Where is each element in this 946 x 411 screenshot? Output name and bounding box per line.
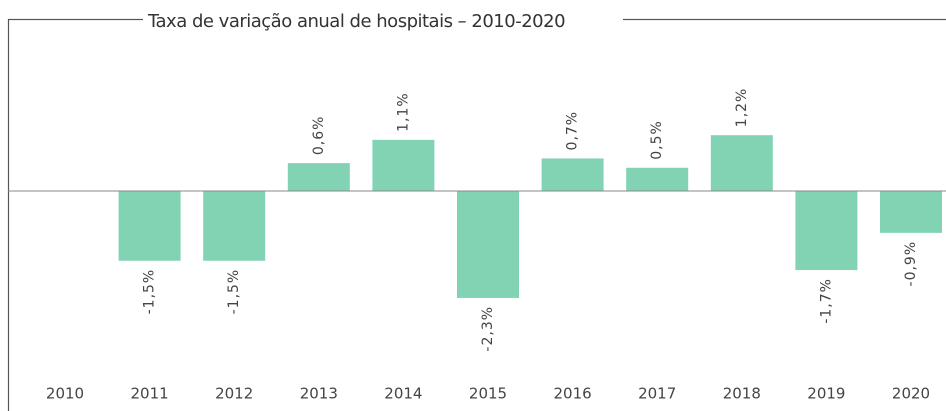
value-label: 1,1% <box>395 92 411 132</box>
value-label: 0,7% <box>565 111 581 151</box>
value-label: -1,7% <box>818 278 834 324</box>
value-label: 0,5% <box>649 120 665 160</box>
bar <box>626 167 689 191</box>
bar <box>287 163 350 191</box>
value-label: -0,9% <box>903 241 919 287</box>
bar <box>880 191 942 233</box>
bar <box>203 191 266 261</box>
x-tick-label: 2010 <box>46 385 84 403</box>
title-background <box>143 8 623 32</box>
value-label: 1,2% <box>734 88 750 128</box>
x-tick-label: 2014 <box>384 385 422 403</box>
x-tick-label: 2020 <box>892 385 930 403</box>
value-label: 0,6% <box>311 116 327 156</box>
value-label: -1,5% <box>226 269 242 315</box>
bar <box>372 139 435 191</box>
x-tick-label: 2012 <box>215 385 253 403</box>
bar <box>795 191 858 271</box>
bar <box>457 191 519 298</box>
chart-title: Taxa de variação anual de hospitais – 20… <box>147 11 565 32</box>
x-tick-label: 2013 <box>300 385 338 403</box>
x-tick-label: 2015 <box>469 385 507 403</box>
x-tick-label: 2019 <box>807 385 845 403</box>
x-tick-label: 2018 <box>723 385 761 403</box>
x-tick-label: 2016 <box>554 385 592 403</box>
bar <box>710 135 773 191</box>
value-label: -1,5% <box>142 269 158 315</box>
x-tick-label: 2011 <box>131 385 169 403</box>
bar <box>118 191 181 261</box>
value-label: -2,3% <box>480 306 496 352</box>
x-tick-label: 2017 <box>638 385 676 403</box>
bar <box>541 158 604 191</box>
